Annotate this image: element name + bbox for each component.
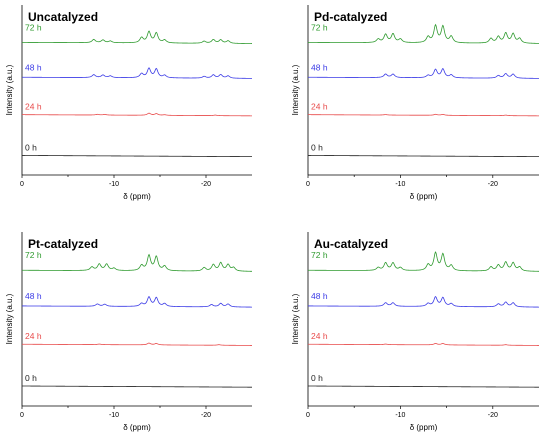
spectrum-line-48-h bbox=[308, 295, 539, 308]
panel-title: Uncatalyzed bbox=[28, 10, 98, 24]
spectrum-line-24-h bbox=[308, 343, 540, 346]
x-tick-label: 0 bbox=[20, 412, 24, 419]
spectrum-line-0-h bbox=[308, 385, 539, 388]
chart-panel-au-catalyzed: 0 -10 -20 δ (ppm) Intensity (a.u.) Au-catalyz… bbox=[291, 232, 540, 432]
spectrum-line-48-h bbox=[22, 295, 253, 308]
x-tick-label: -20 bbox=[488, 412, 498, 419]
spectrum-line-72-h bbox=[22, 30, 252, 44]
y-axis-title: Intensity (a.u.) bbox=[5, 64, 14, 115]
spectrum-line-0-h bbox=[22, 385, 252, 388]
series-label-0-h: 0 h bbox=[25, 142, 37, 152]
series-label-72-h: 72 h bbox=[311, 250, 328, 260]
x-axis-title: δ (ppm) bbox=[123, 423, 151, 432]
chart-panel-uncatalyzed: 0 -10 -20 δ (ppm) Intensity (a.u.) Uncatalyze… bbox=[5, 5, 253, 201]
spectrum-line-72-h bbox=[307, 251, 540, 272]
y-axis-title: Intensity (a.u.) bbox=[291, 293, 300, 344]
series-label-48-h: 48 h bbox=[25, 62, 42, 72]
x-tick-label: -10 bbox=[109, 412, 119, 419]
series-label-24-h: 24 h bbox=[25, 331, 42, 341]
panel-title: Au-catalyzed bbox=[314, 237, 388, 251]
y-axis-title: Intensity (a.u.) bbox=[5, 293, 14, 344]
chart-panel-pd-catalyzed: 0 -10 -20 δ (ppm) Intensity (a.u.) Pd-catalyz… bbox=[291, 5, 540, 201]
x-axis-title: δ (ppm) bbox=[410, 192, 438, 201]
spectrum-line-24-h bbox=[308, 113, 540, 117]
spectrum-line-0-h bbox=[22, 155, 252, 158]
x-tick-label: -10 bbox=[395, 181, 405, 188]
spectrum-line-0-h bbox=[308, 155, 539, 158]
spectrum-line-72-h bbox=[22, 253, 253, 272]
x-tick-label: 0 bbox=[20, 181, 24, 188]
series-label-48-h: 48 h bbox=[311, 291, 328, 301]
x-tick-label: -10 bbox=[395, 412, 405, 419]
y-axis-title: Intensity (a.u.) bbox=[291, 64, 300, 115]
spectrum-line-48-h bbox=[22, 67, 253, 79]
x-axis-title: δ (ppm) bbox=[123, 192, 151, 201]
x-tick-label: -20 bbox=[201, 412, 211, 419]
series-label-24-h: 24 h bbox=[311, 102, 328, 112]
series-label-72-h: 72 h bbox=[311, 23, 328, 33]
series-label-72-h: 72 h bbox=[25, 23, 42, 33]
spectrum-line-72-h bbox=[308, 23, 540, 44]
x-tick-label: -20 bbox=[201, 181, 211, 188]
panel-title: Pt-catalyzed bbox=[28, 237, 98, 251]
series-label-0-h: 0 h bbox=[25, 373, 37, 383]
spectrum-line-24-h bbox=[22, 342, 253, 346]
x-axis-title: δ (ppm) bbox=[410, 423, 438, 432]
x-tick-label: 0 bbox=[306, 412, 310, 419]
panel-title: Pd-catalyzed bbox=[314, 10, 387, 24]
spectrum-line-24-h bbox=[22, 112, 253, 117]
x-tick-label: -10 bbox=[109, 181, 119, 188]
series-label-72-h: 72 h bbox=[25, 250, 42, 260]
spectrum-line-48-h bbox=[308, 68, 539, 79]
x-tick-label: -20 bbox=[488, 181, 498, 188]
series-label-0-h: 0 h bbox=[311, 373, 323, 383]
x-tick-label: 0 bbox=[306, 181, 310, 188]
chart-panel-pt-catalyzed: 0 -10 -20 δ (ppm) Intensity (a.u.) Pt-catalyz… bbox=[5, 232, 253, 432]
series-label-48-h: 48 h bbox=[25, 291, 42, 301]
series-label-24-h: 24 h bbox=[25, 102, 42, 112]
series-label-0-h: 0 h bbox=[311, 142, 323, 152]
series-label-24-h: 24 h bbox=[311, 331, 328, 341]
series-label-48-h: 48 h bbox=[311, 62, 328, 72]
